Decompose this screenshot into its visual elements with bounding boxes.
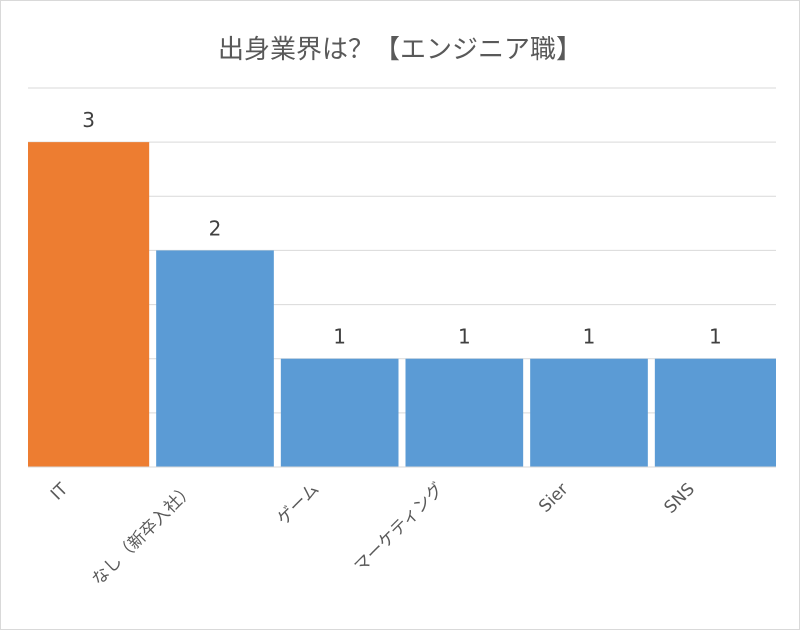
data-label-3: 1 [458,325,471,349]
bar-5 [654,358,776,467]
data-label-1: 2 [209,216,222,240]
x-axis-labels: IT なし（新卒入社） ゲーム マーケティング Sier SNS [47,479,699,590]
bar-3 [405,358,524,467]
data-label-2: 1 [333,325,346,349]
bars [28,142,776,467]
bar-2 [280,358,399,467]
bar-1 [156,250,274,467]
data-label-4: 1 [583,325,596,349]
x-tick-label-3: マーケティング [351,479,448,576]
data-label-5: 1 [709,325,722,349]
x-tick-label-4: Sier [535,479,572,516]
data-label-0: 3 [82,108,95,132]
bar-4 [530,358,648,467]
bar-0 [28,142,150,467]
x-tick-label-0: IT [47,479,72,504]
x-tick-label-5: SNS [661,479,699,517]
data-labels: 3 2 1 1 1 1 [82,108,722,349]
chart-title: 出身業界は？【エンジニア職】 [218,35,582,65]
gridlines [28,87,776,414]
x-tick-label-2: ゲーム [273,479,323,529]
x-tick-label-1: なし（新卒入社） [88,479,198,589]
